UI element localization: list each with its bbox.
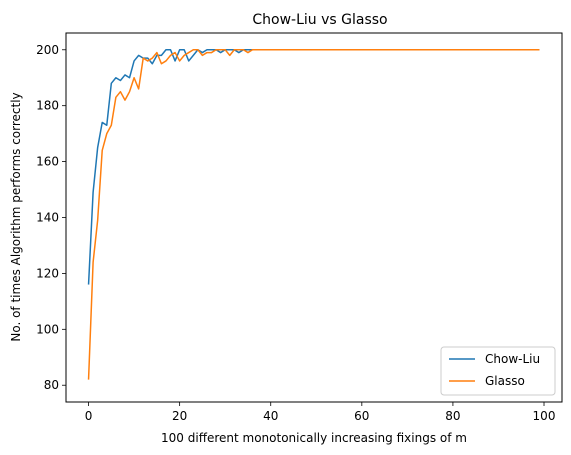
y-tick-label: 80 bbox=[44, 378, 59, 392]
y-tick-label: 140 bbox=[36, 211, 59, 225]
x-axis-label: 100 different monotonically increasing f… bbox=[161, 431, 467, 445]
series-line-1 bbox=[87, 49, 540, 380]
chart-title: Chow-Liu vs Glasso bbox=[252, 12, 387, 28]
x-tick-label: 40 bbox=[263, 409, 278, 423]
y-tick-label: 180 bbox=[36, 99, 59, 113]
y-tick-label: 100 bbox=[36, 322, 59, 336]
x-tick-label: 60 bbox=[354, 409, 369, 423]
x-tick-label: 0 bbox=[85, 409, 93, 423]
y-tick-label: 200 bbox=[36, 43, 59, 57]
y-tick-label: 160 bbox=[36, 155, 59, 169]
plot-lines bbox=[87, 49, 540, 380]
legend-label-1: Glasso bbox=[485, 374, 525, 388]
y-axis-label: No. of times Algorithm performs correctl… bbox=[9, 92, 23, 341]
x-tick-label: 100 bbox=[533, 409, 556, 423]
y-tick-label: 120 bbox=[36, 266, 59, 280]
legend: Chow-Liu Glasso bbox=[440, 346, 556, 396]
axes-frame bbox=[65, 32, 563, 403]
x-tick-label: 80 bbox=[445, 409, 460, 423]
ticks: 0 20 40 60 80 100 80 100 120 140 160 180 200 bbox=[36, 43, 555, 423]
x-tick-label: 20 bbox=[172, 409, 187, 423]
legend-label-0: Chow-Liu bbox=[485, 352, 540, 366]
